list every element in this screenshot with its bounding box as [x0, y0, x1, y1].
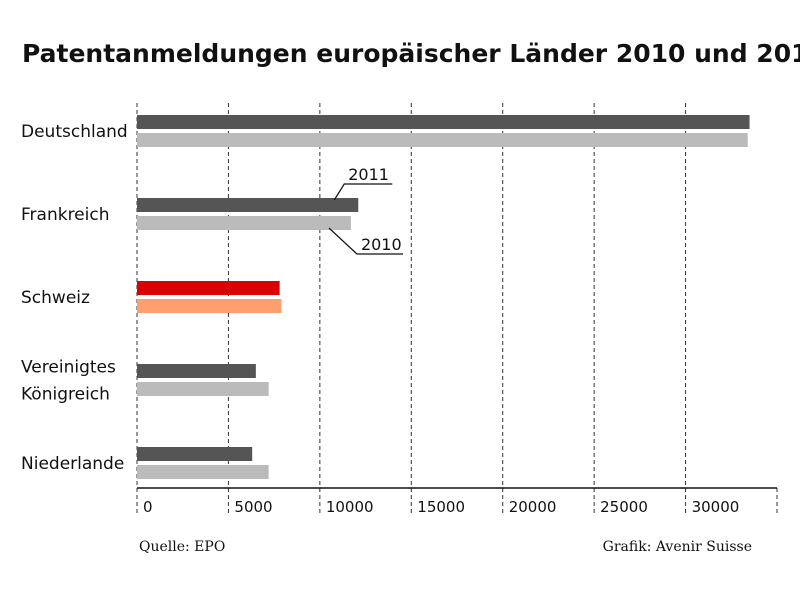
- bar-2011-deutschland: [137, 115, 750, 129]
- annotation-label-2011: 2011: [348, 165, 389, 184]
- annotation-label-2010: 2010: [361, 235, 402, 254]
- bar-2011-frankreich: [137, 198, 359, 212]
- source-note: Quelle: EPO: [139, 539, 225, 555]
- bar-2011-schweiz: [137, 281, 280, 295]
- bar-2010-niederlande: [137, 465, 269, 479]
- bar-2011-vereinigtes-königreich: [137, 364, 256, 378]
- x-tick-labels: 0 5000 10000 15000 20000 25000 30000: [143, 498, 739, 516]
- annotations: 2011 2010: [328, 165, 403, 255]
- x-tick-label-4: 20000: [509, 498, 557, 516]
- bars: [137, 115, 750, 479]
- x-tick-label-0: 0: [143, 498, 153, 516]
- category-labels: Deutschland Frankreich Schweiz Vereinigtes K…: [21, 122, 128, 474]
- bar-2010-vereinigtes-königreich: [137, 382, 269, 396]
- bar-2010-deutschland: [137, 133, 748, 147]
- bar-2010-schweiz: [137, 299, 282, 313]
- category-label-vereinigtes-königreich-line-1: Vereinigtes: [21, 358, 116, 378]
- bar-2010-frankreich: [137, 216, 351, 230]
- x-tick-label-5: 25000: [600, 498, 648, 516]
- category-label-frankreich: Frankreich: [21, 205, 110, 225]
- category-label-vereinigtes-königreich-line-2: Königreich: [21, 385, 110, 405]
- category-label-schweiz: Schweiz: [21, 288, 90, 308]
- bar-2011-niederlande: [137, 447, 253, 461]
- x-tick-label-1: 5000: [234, 498, 272, 516]
- x-tick-label-3: 15000: [417, 498, 465, 516]
- category-label-deutschland: Deutschland: [21, 122, 128, 142]
- x-tick-label-6: 30000: [692, 498, 740, 516]
- annotation-leader-2011: [333, 183, 393, 201]
- credit-note: Grafik: Avenir Suisse: [603, 539, 752, 555]
- annotation-leader-2010: [328, 227, 403, 255]
- category-label-niederlande: Niederlande: [21, 454, 124, 474]
- chart-title: Patentanmeldungen europäischer Länder 20…: [22, 39, 800, 68]
- x-tick-label-2: 10000: [326, 498, 374, 516]
